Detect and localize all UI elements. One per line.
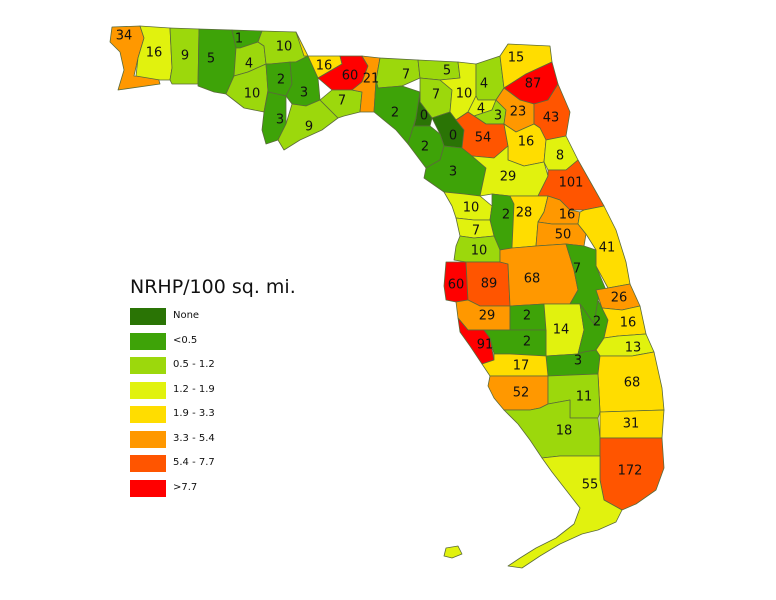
county-label-gadsden: 16 (316, 59, 333, 74)
county-label-leon: 60 (342, 69, 359, 84)
county-label-santa-rosa: 16 (146, 46, 163, 61)
county-monroe[interactable] (507, 455, 623, 569)
county-label-holmes: 1 (235, 32, 243, 47)
county-label-putnam: 16 (518, 135, 535, 150)
county-label-sumter: 2 (502, 208, 510, 223)
legend-title: NRHP/100 sq. mi. (130, 276, 296, 298)
legend-label: 0.5 - 1.2 (173, 359, 215, 370)
counties-layer (109, 25, 665, 569)
county-franklin[interactable] (277, 99, 339, 151)
county-label-jefferson: 21 (363, 72, 380, 87)
county-label-highlands: 14 (553, 323, 570, 338)
county-label-wakulla: 7 (338, 94, 346, 109)
county-label-hendry: 11 (576, 390, 593, 405)
county-madison[interactable] (375, 57, 421, 89)
county-label-desoto: 2 (523, 335, 531, 350)
legend-swatch (130, 479, 166, 497)
county-desoto[interactable] (483, 329, 547, 357)
county-label-dixie: 2 (421, 140, 429, 155)
legend-swatch (130, 430, 166, 448)
county-label-citrus: 10 (463, 201, 480, 216)
county-label-levy: 3 (449, 165, 457, 180)
legend-label: <0.5 (173, 334, 198, 346)
county-label-st-lucie: 16 (620, 316, 637, 331)
legend-label: 5.4 - 7.7 (173, 457, 215, 468)
county-collier[interactable] (503, 399, 601, 459)
county-label-clay: 23 (510, 105, 527, 120)
county-label-marion: 29 (500, 170, 517, 185)
county-label-liberty: 3 (300, 86, 308, 101)
county-label-brevard: 41 (599, 241, 616, 256)
county-label-miami-dade: 172 (618, 464, 643, 479)
county-label-alachua: 54 (475, 131, 492, 146)
county-label-escambia: 34 (116, 29, 133, 44)
legend-swatch (130, 308, 166, 325)
county-label-orange: 50 (555, 228, 572, 243)
county-label-hillsborough: 89 (481, 277, 498, 292)
county-label-gulf: 3 (276, 113, 284, 128)
county-label-baker: 4 (480, 77, 488, 92)
county-label-hamilton: 5 (443, 64, 451, 79)
legend-label: 3.3 - 5.4 (173, 432, 215, 444)
county-label-pasco: 10 (471, 244, 488, 259)
county-label-union: 4 (477, 102, 485, 117)
county-label-calhoun: 2 (277, 73, 285, 88)
county-label-columbia: 10 (456, 87, 473, 102)
legend-label: >7.7 (173, 481, 198, 493)
legend-label: 1.9 - 3.3 (173, 408, 215, 419)
county-label-lafayette: 0 (420, 109, 428, 124)
county-label-bradford: 3 (494, 109, 502, 124)
county-label-gilchrist: 0 (449, 129, 457, 144)
county-label-jackson: 10 (276, 40, 293, 55)
county-label-hardee: 2 (523, 309, 531, 324)
county-label-lake: 28 (516, 206, 533, 221)
county-label-monroe: 55 (582, 478, 599, 493)
legend-swatch (130, 357, 166, 374)
county-label-st-johns: 43 (543, 111, 560, 126)
county-label-hernando: 7 (472, 224, 480, 239)
county-label-indian-river: 26 (611, 291, 628, 306)
county-label-volusia: 101 (559, 176, 584, 191)
legend-swatch (130, 332, 166, 350)
county-label-sarasota: 91 (477, 338, 494, 353)
county-label-manatee: 29 (479, 309, 496, 324)
county-label-broward: 31 (623, 417, 640, 432)
legend-swatch (130, 406, 166, 423)
county-label-franklin: 9 (305, 120, 313, 135)
county-label-taylor: 2 (391, 106, 399, 121)
county-label-washington: 4 (245, 57, 253, 72)
county-gulf[interactable] (261, 91, 287, 145)
county-label-collier: 18 (556, 424, 573, 439)
county-label-okaloosa: 9 (181, 49, 189, 64)
county-label-charlotte: 17 (513, 359, 530, 374)
county-label-seminole: 16 (559, 208, 576, 223)
county-label-duval: 87 (525, 77, 542, 92)
county-label-walton: 5 (207, 52, 215, 67)
county-label-martin: 13 (625, 341, 642, 356)
county-hamilton[interactable] (417, 59, 461, 81)
county-monroe-islet (443, 545, 463, 559)
county-label-pinellas: 60 (448, 278, 465, 293)
county-label-polk: 68 (524, 272, 541, 287)
county-label-okeechobee: 2 (593, 315, 601, 330)
county-label-nassau: 15 (508, 51, 525, 66)
county-label-madison: 7 (402, 68, 410, 83)
county-label-bay: 10 (244, 87, 261, 102)
legend-swatch (130, 381, 166, 399)
county-label-suwannee: 7 (432, 88, 440, 103)
county-label-palm-beach: 68 (624, 376, 641, 391)
legend-label: None (173, 310, 200, 321)
legend-swatch (130, 455, 166, 472)
county-label-osceola: 7 (573, 262, 581, 277)
county-label-glades: 3 (574, 354, 582, 369)
county-label-lee: 52 (513, 386, 530, 401)
legend-label: 1.2 - 1.9 (173, 383, 215, 395)
county-label-flagler: 8 (556, 149, 564, 164)
